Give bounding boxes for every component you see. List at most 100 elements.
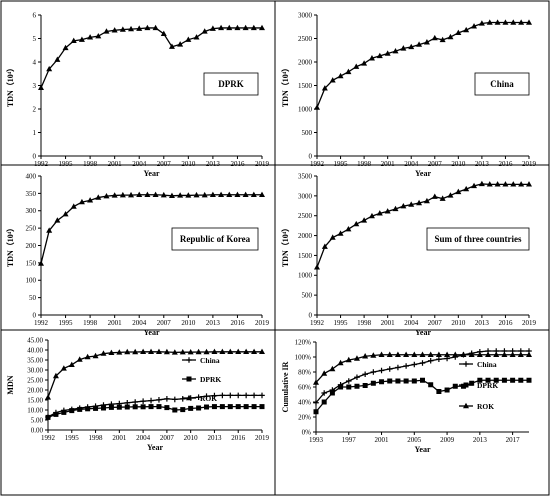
x-tick-label: 2013 bbox=[206, 160, 221, 168]
data-point bbox=[164, 396, 170, 402]
data-point bbox=[243, 392, 249, 399]
data-point bbox=[204, 404, 210, 410]
x-axis-label: Year bbox=[144, 328, 160, 337]
data-point bbox=[419, 360, 426, 366]
x-tick-label: 2013 bbox=[475, 160, 490, 168]
y-tick-label: 3000 bbox=[298, 192, 313, 200]
y-tick-label: 300 bbox=[26, 207, 37, 215]
data-point bbox=[45, 394, 51, 400]
legend-label: ROK bbox=[477, 402, 494, 411]
data-point bbox=[77, 406, 83, 412]
chart-title: DPRK bbox=[218, 79, 244, 89]
data-point bbox=[52, 372, 59, 379]
y-tick-label: 40.00 bbox=[27, 346, 43, 354]
data-point bbox=[502, 181, 509, 187]
y-axis-label: Cumulative IR bbox=[281, 361, 290, 412]
x-tick-label: 2016 bbox=[498, 160, 513, 168]
chart-panel-1: 0 1 2 3 4 5 6 1992 1995 1998 2001 2004 2007 2010 2013 2… bbox=[5, 11, 270, 178]
legend-entry-china: China bbox=[459, 360, 497, 369]
x-tick-label: 1998 bbox=[89, 434, 104, 442]
y-tick-label: 350 bbox=[26, 190, 37, 198]
data-point bbox=[259, 191, 265, 197]
data-point bbox=[108, 349, 115, 355]
x-tick-label: 2001 bbox=[112, 434, 127, 442]
data-point bbox=[455, 188, 462, 195]
y-tick-label: 500 bbox=[302, 292, 313, 300]
data-point bbox=[103, 28, 110, 34]
data-point bbox=[329, 234, 336, 240]
data-point bbox=[242, 24, 249, 31]
x-tick-label: 2013 bbox=[475, 319, 490, 327]
y-tick-label: 25.00 bbox=[27, 376, 43, 384]
data-point bbox=[501, 377, 507, 383]
data-point bbox=[78, 36, 85, 42]
x-tick-label: 2013 bbox=[473, 436, 488, 444]
data-point bbox=[400, 202, 407, 209]
x-tick-label: 2004 bbox=[132, 160, 147, 168]
data-point bbox=[116, 349, 123, 355]
data-point bbox=[54, 56, 61, 62]
data-point bbox=[203, 348, 210, 355]
series-line bbox=[316, 183, 529, 268]
series-line bbox=[40, 27, 262, 89]
data-point bbox=[92, 352, 99, 359]
data-point bbox=[95, 194, 102, 200]
chart-panel-4: 0 500 1000 1500 2000 2500 3000 3500 1992 1995 1998… bbox=[280, 172, 537, 337]
x-tick-label: 2001 bbox=[381, 319, 396, 327]
x-tick-label: 2004 bbox=[136, 434, 151, 442]
data-point bbox=[46, 65, 53, 72]
x-tick-label: 2016 bbox=[230, 319, 245, 327]
data-point bbox=[54, 217, 61, 223]
data-point bbox=[378, 351, 385, 357]
y-tick-label: 100 bbox=[26, 277, 37, 285]
data-point bbox=[140, 398, 146, 404]
x-tick-label: 1998 bbox=[83, 160, 98, 168]
data-point bbox=[353, 220, 360, 227]
data-point bbox=[195, 394, 202, 400]
x-tick-label: 2019 bbox=[255, 434, 270, 442]
data-point bbox=[346, 384, 352, 390]
data-point bbox=[211, 392, 218, 399]
data-point bbox=[486, 19, 493, 25]
x-tick-label: 2010 bbox=[181, 319, 196, 327]
data-point bbox=[510, 377, 516, 383]
data-point bbox=[218, 191, 225, 197]
legend-entry-china: China bbox=[182, 356, 220, 365]
x-tick-label: 1995 bbox=[334, 319, 349, 327]
y-tick-label: 400 bbox=[26, 172, 37, 180]
legend-marker bbox=[463, 402, 469, 409]
data-point bbox=[403, 378, 409, 384]
y-tick-label: 2000 bbox=[298, 232, 313, 240]
data-point bbox=[53, 411, 59, 417]
data-point bbox=[179, 396, 186, 402]
data-point bbox=[338, 384, 344, 390]
chart-panel-5: 0.00 5.00 10.00 15.00 20.00 25.00 30.00 35.00 40… bbox=[6, 336, 270, 452]
data-point bbox=[329, 390, 335, 396]
y-axis-label: MDN bbox=[6, 375, 15, 394]
data-point bbox=[477, 377, 483, 383]
data-point bbox=[392, 47, 399, 54]
data-point bbox=[251, 348, 258, 354]
data-point bbox=[353, 355, 360, 361]
data-point bbox=[45, 414, 51, 420]
legend-entry-dprk: DPRK bbox=[182, 375, 221, 384]
y-tick-label: 80% bbox=[298, 368, 311, 376]
data-point bbox=[447, 33, 454, 40]
data-point bbox=[518, 181, 525, 187]
y-tick-label: 60% bbox=[298, 383, 311, 391]
data-point bbox=[384, 208, 391, 214]
data-point bbox=[62, 211, 69, 217]
data-point bbox=[486, 181, 493, 187]
data-point bbox=[463, 26, 470, 33]
x-axis-label: Year bbox=[415, 169, 431, 178]
data-point bbox=[168, 43, 175, 49]
data-point bbox=[132, 348, 139, 355]
data-point bbox=[180, 407, 186, 413]
y-tick-label: 0 bbox=[33, 311, 37, 319]
data-point bbox=[171, 349, 178, 355]
data-point bbox=[226, 191, 233, 197]
data-point bbox=[526, 351, 532, 357]
data-point bbox=[354, 374, 360, 381]
data-point bbox=[219, 348, 226, 354]
data-point bbox=[452, 383, 458, 389]
